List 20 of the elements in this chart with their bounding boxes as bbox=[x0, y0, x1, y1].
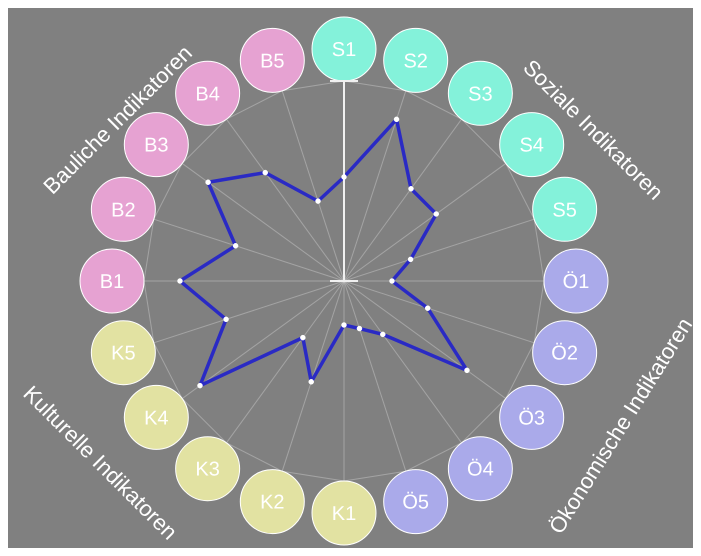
spoke-label: Ö1 bbox=[562, 271, 590, 293]
spoke-label: K4 bbox=[144, 407, 169, 430]
spoke-label: S4 bbox=[519, 134, 544, 157]
spoke-label: S5 bbox=[552, 199, 577, 222]
spoke-label: Ö5 bbox=[402, 492, 430, 514]
spoke-label: Ö3 bbox=[518, 407, 546, 430]
spoke-label: S1 bbox=[332, 39, 356, 61]
spoke-label: B2 bbox=[111, 199, 136, 222]
spoke-label: Ö4 bbox=[467, 458, 494, 481]
spoke-label: B5 bbox=[260, 50, 285, 72]
spoke-label: K5 bbox=[111, 342, 136, 365]
spoke-label: B3 bbox=[144, 134, 169, 157]
spoke-label: K2 bbox=[260, 492, 285, 514]
spoke-label: S3 bbox=[468, 83, 493, 106]
spoke-label: K1 bbox=[332, 503, 356, 525]
spoke-label: B1 bbox=[100, 271, 124, 293]
spoke-label: K3 bbox=[195, 458, 220, 481]
spoke-label: B4 bbox=[195, 83, 220, 106]
spoke-label: Ö2 bbox=[551, 342, 578, 365]
spoke-label: S2 bbox=[403, 50, 428, 72]
